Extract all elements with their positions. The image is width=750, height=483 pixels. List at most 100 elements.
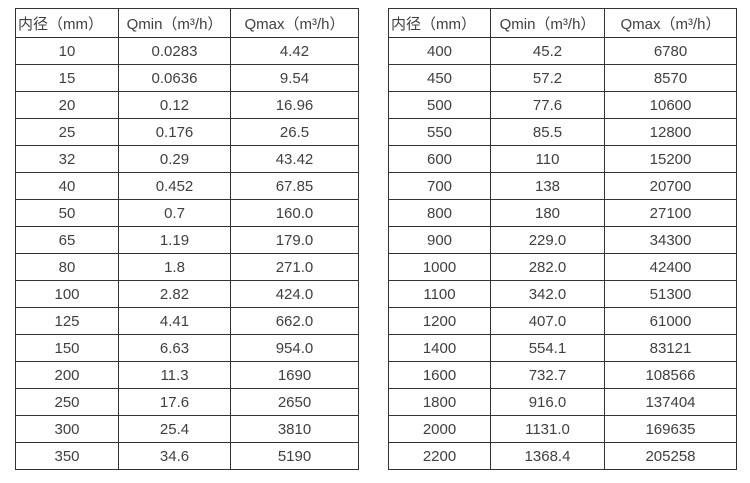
table-cell: 300: [15, 415, 119, 443]
table-cell: 83121: [604, 334, 737, 362]
header-qmin: Qmin（m³/h）: [118, 8, 231, 38]
table-row: 100 2.82 424.0: [15, 280, 359, 308]
table-cell: 15: [15, 64, 119, 92]
table-cell: 45.2: [490, 37, 605, 65]
table-cell: 600: [388, 145, 491, 173]
table-row: 150 6.63 954.0: [15, 334, 359, 362]
table-cell: 34300: [604, 226, 737, 254]
flow-rate-table-large-diameters: 内径（mm） Qmin（m³/h） Qmax（m³/h） 400 45.2 6780…: [388, 8, 737, 470]
table-row: 1000 282.0 42400: [388, 253, 737, 281]
table-cell: 57.2: [490, 64, 605, 92]
table-cell: 138: [490, 172, 605, 200]
table-cell: 500: [388, 91, 491, 119]
table-row: 1100 342.0 51300: [388, 280, 737, 308]
table-row: 32 0.29 43.42: [15, 145, 359, 173]
header-qmin: Qmin（m³/h）: [490, 8, 605, 38]
table-cell: 700: [388, 172, 491, 200]
table-row: 1400 554.1 83121: [388, 334, 737, 362]
table-row: 2000 1131.0 169635: [388, 415, 737, 443]
table-cell: 20: [15, 91, 119, 119]
table-row: 550 85.5 12800: [388, 118, 737, 146]
table-cell: 350: [15, 442, 119, 470]
table-row: 1800 916.0 137404: [388, 388, 737, 416]
table-cell: 160.0: [230, 199, 359, 227]
table-cell: 108566: [604, 361, 737, 389]
table-header-row: 内径（mm） Qmin（m³/h） Qmax（m³/h）: [15, 8, 359, 38]
table-cell: 200: [15, 361, 119, 389]
table-cell: 407.0: [490, 307, 605, 335]
table-cell: 1000: [388, 253, 491, 281]
table-cell: 180: [490, 199, 605, 227]
table-cell: 0.7: [118, 199, 231, 227]
table-cell: 125: [15, 307, 119, 335]
table-cell: 2.82: [118, 280, 231, 308]
table-row: 300 25.4 3810: [15, 415, 359, 443]
table-row: 350 34.6 5190: [15, 442, 359, 470]
table-cell: 4.41: [118, 307, 231, 335]
table-cell: 900: [388, 226, 491, 254]
table-cell: 26.5: [230, 118, 359, 146]
header-qmax: Qmax（m³/h）: [604, 8, 737, 38]
table-row: 80 1.8 271.0: [15, 253, 359, 281]
table-cell: 0.176: [118, 118, 231, 146]
table-cell: 4.42: [230, 37, 359, 65]
table-cell: 6.63: [118, 334, 231, 362]
table-cell: 5190: [230, 442, 359, 470]
table-cell: 1.8: [118, 253, 231, 281]
table-cell: 9.54: [230, 64, 359, 92]
table-cell: 342.0: [490, 280, 605, 308]
table-cell: 17.6: [118, 388, 231, 416]
table-cell: 32: [15, 145, 119, 173]
table-row: 10 0.0283 4.42: [15, 37, 359, 65]
table-cell: 400: [388, 37, 491, 65]
table-cell: 100: [15, 280, 119, 308]
table-cell: 10600: [604, 91, 737, 119]
table-cell: 43.42: [230, 145, 359, 173]
flow-rate-table-small-diameters: 内径（mm） Qmin（m³/h） Qmax（m³/h） 10 0.0283 4.4…: [15, 8, 359, 470]
table-cell: 1800: [388, 388, 491, 416]
table-cell: 0.452: [118, 172, 231, 200]
table-cell: 0.12: [118, 91, 231, 119]
table-cell: 6780: [604, 37, 737, 65]
table-cell: 1400: [388, 334, 491, 362]
table-cell: 1131.0: [490, 415, 605, 443]
table-cell: 15200: [604, 145, 737, 173]
table-row: 450 57.2 8570: [388, 64, 737, 92]
table-row: 200 11.3 1690: [15, 361, 359, 389]
table-cell: 954.0: [230, 334, 359, 362]
table-cell: 25.4: [118, 415, 231, 443]
table-row: 700 138 20700: [388, 172, 737, 200]
table-cell: 80: [15, 253, 119, 281]
header-diameter: 内径（mm）: [388, 8, 491, 38]
table-cell: 205258: [604, 442, 737, 470]
table-row: 15 0.0636 9.54: [15, 64, 359, 92]
table-cell: 40: [15, 172, 119, 200]
table-row: 50 0.7 160.0: [15, 199, 359, 227]
table-cell: 11.3: [118, 361, 231, 389]
header-diameter: 内径（mm）: [15, 8, 119, 38]
table-cell: 2000: [388, 415, 491, 443]
table-row: 400 45.2 6780: [388, 37, 737, 65]
table-cell: 85.5: [490, 118, 605, 146]
table-row: 600 110 15200: [388, 145, 737, 173]
table-cell: 282.0: [490, 253, 605, 281]
table-cell: 554.1: [490, 334, 605, 362]
table-cell: 27100: [604, 199, 737, 227]
table-cell: 42400: [604, 253, 737, 281]
table-cell: 3810: [230, 415, 359, 443]
table-row: 2200 1368.4 205258: [388, 442, 737, 470]
table-cell: 250: [15, 388, 119, 416]
table-row: 1600 732.7 108566: [388, 361, 737, 389]
table-cell: 450: [388, 64, 491, 92]
table-cell: 800: [388, 199, 491, 227]
table-cell: 1.19: [118, 226, 231, 254]
table-cell: 51300: [604, 280, 737, 308]
table-cell: 34.6: [118, 442, 231, 470]
table-cell: 61000: [604, 307, 737, 335]
table-row: 900 229.0 34300: [388, 226, 737, 254]
table-cell: 137404: [604, 388, 737, 416]
table-cell: 2650: [230, 388, 359, 416]
table-cell: 229.0: [490, 226, 605, 254]
table-cell: 50: [15, 199, 119, 227]
table-cell: 424.0: [230, 280, 359, 308]
